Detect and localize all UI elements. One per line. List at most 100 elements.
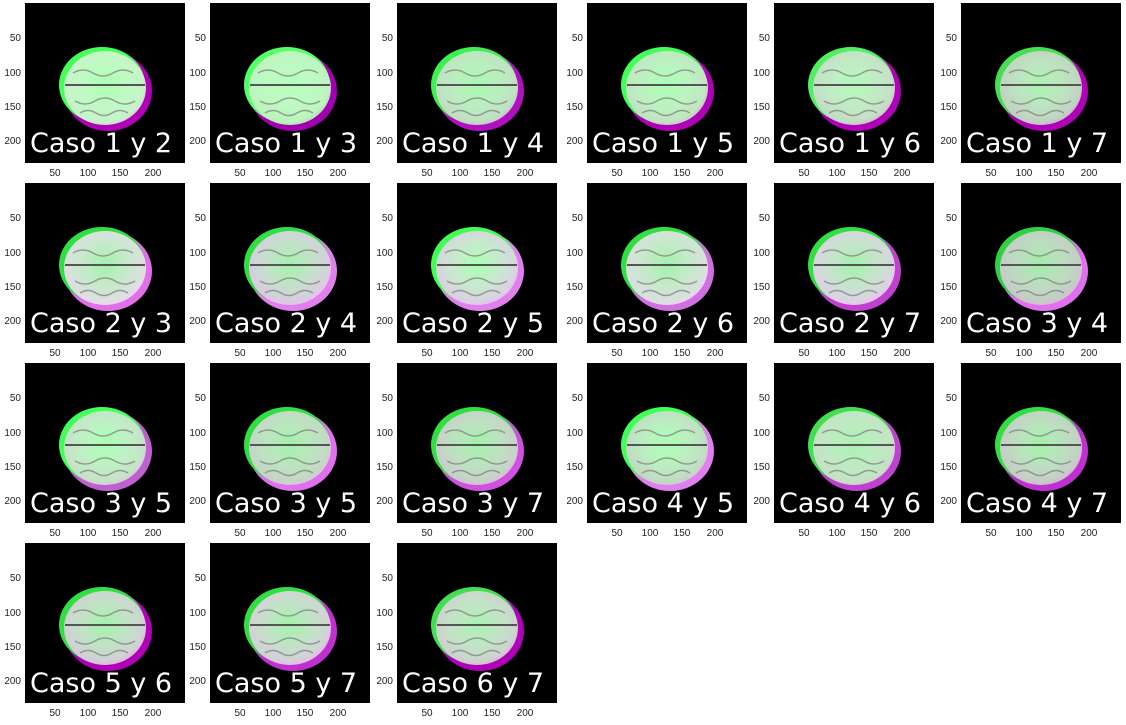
panel-caption: Caso 6 y 7 [402,668,545,699]
x-tick-label: 150 [1047,348,1065,359]
overlay-image: Caso 4 y 6 [774,363,934,523]
brain-overlap [626,51,708,125]
y-tick-label: 200 [566,316,583,327]
x-tick-label: 200 [516,348,534,359]
x-tick-label: 100 [264,348,282,359]
y-tick-label: 150 [4,102,21,113]
comparison-panel: Caso 2 y 5 50 100 150 200 50 100 150 200 [375,183,561,365]
y-tick-label: 50 [9,33,21,44]
x-tick-label: 100 [79,168,97,179]
overlay-image: Caso 1 y 3 [210,3,370,163]
y-tick-label: 200 [4,136,21,147]
x-tick-label: 100 [451,348,469,359]
y-tick-label: 150 [376,102,393,113]
y-tick-label: 150 [189,642,206,653]
brain-overlap [64,231,146,305]
y-tick-label: 200 [4,496,21,507]
x-tick-label: 200 [1080,348,1098,359]
x-tick-label: 150 [296,528,314,539]
comparison-panel: Caso 6 y 7 50 100 150 200 50 100 150 200 [375,543,561,725]
y-tick-label: 100 [753,248,770,259]
overlay-image: Caso 1 y 6 [774,3,934,163]
x-tick-label: 100 [264,708,282,719]
y-tick-label: 150 [753,102,770,113]
x-tick-label: 50 [49,708,61,719]
y-tick-label: 100 [189,608,206,619]
x-tick-label: 200 [144,348,162,359]
y-tick-label: 200 [376,316,393,327]
x-tick-label: 150 [111,708,129,719]
y-tick-label: 100 [4,68,21,79]
brain-overlap [436,591,518,665]
panel-caption: Caso 1 y 5 [592,128,735,159]
panel-caption: Caso 5 y 7 [215,668,358,699]
y-tick-label: 50 [381,33,393,44]
y-tick-label: 100 [566,248,583,259]
y-tick-label: 100 [376,428,393,439]
x-tick-label: 100 [451,528,469,539]
brain-overlap [436,231,518,305]
comparison-panel: Caso 2 y 3 50 100 150 200 50 100 150 200 [3,183,189,365]
x-tick-label: 200 [706,168,724,179]
x-tick-label: 50 [234,528,246,539]
y-tick-label: 150 [189,462,206,473]
y-tick-label: 200 [376,676,393,687]
y-tick-label: 100 [189,68,206,79]
x-tick-label: 150 [1047,168,1065,179]
y-tick-label: 150 [753,462,770,473]
x-tick-label: 50 [421,528,433,539]
x-tick-label: 50 [611,168,623,179]
brain-overlap [249,231,331,305]
x-tick-label: 50 [234,708,246,719]
overlay-image: Caso 3 y 4 [961,183,1121,343]
y-tick-label: 150 [940,282,957,293]
y-tick-label: 200 [566,496,583,507]
brain-overlap [436,51,518,125]
comparison-panel: Caso 2 y 7 50 100 150 200 50 100 150 200 [752,183,938,365]
brain-overlap [249,411,331,485]
y-tick-label: 50 [571,33,583,44]
y-tick-label: 100 [4,608,21,619]
x-tick-label: 200 [893,528,911,539]
comparison-panel: Caso 2 y 6 50 100 150 200 50 100 150 200 [565,183,751,365]
comparison-panel: Caso 2 y 4 50 100 150 200 50 100 150 200 [188,183,374,365]
y-tick-label: 100 [940,428,957,439]
panel-caption: Caso 2 y 4 [215,308,358,339]
overlay-image: Caso 1 y 5 [587,3,747,163]
x-tick-label: 200 [706,348,724,359]
x-tick-label: 150 [111,528,129,539]
x-tick-label: 150 [860,348,878,359]
brain-overlap [1000,411,1082,485]
x-tick-label: 200 [706,528,724,539]
y-tick-label: 50 [381,573,393,584]
x-tick-label: 100 [79,708,97,719]
y-tick-label: 150 [376,282,393,293]
panel-caption: Caso 5 y 6 [30,668,173,699]
comparison-panel: Caso 1 y 6 50 100 150 200 50 100 150 200 [752,3,938,185]
x-tick-label: 50 [985,528,997,539]
x-tick-label: 50 [985,348,997,359]
overlay-image: Caso 2 y 3 [25,183,185,343]
brain-overlap [813,51,895,125]
x-tick-label: 100 [1015,348,1033,359]
panel-caption: Caso 2 y 7 [779,308,922,339]
x-tick-label: 100 [79,348,97,359]
panel-caption: Caso 1 y 4 [402,128,545,159]
y-tick-label: 50 [945,213,957,224]
overlay-image: Caso 5 y 6 [25,543,185,703]
y-tick-label: 100 [753,68,770,79]
y-tick-label: 100 [753,428,770,439]
y-tick-label: 150 [753,282,770,293]
overlay-image: Caso 2 y 6 [587,183,747,343]
comparison-panel: Caso 3 y 4 50 100 150 200 50 100 150 200 [939,183,1125,365]
x-tick-label: 100 [1015,528,1033,539]
y-tick-label: 200 [4,676,21,687]
panel-caption: Caso 2 y 5 [402,308,545,339]
x-tick-label: 100 [264,528,282,539]
x-tick-label: 200 [144,708,162,719]
panel-caption: Caso 3 y 4 [966,308,1109,339]
y-tick-label: 200 [566,136,583,147]
overlay-image: Caso 3 y 5 [25,363,185,523]
overlay-image: Caso 1 y 4 [397,3,557,163]
brain-overlap [249,51,331,125]
